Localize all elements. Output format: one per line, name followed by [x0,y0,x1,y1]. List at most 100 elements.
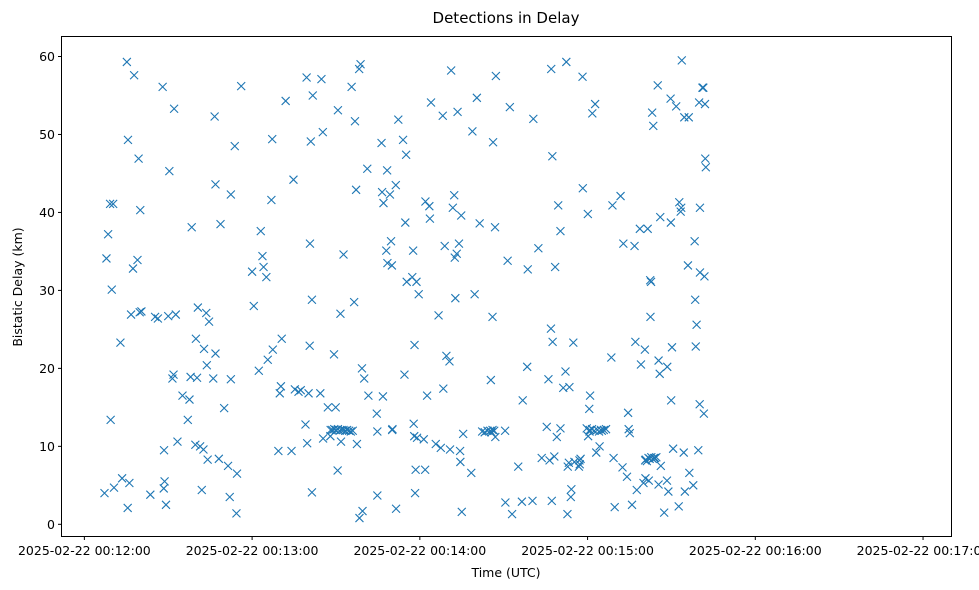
data-point [606,353,616,362]
data-point [391,504,401,514]
data-point [190,440,200,450]
data-point [662,362,672,372]
data-point [400,370,409,379]
data-point [528,114,538,124]
data-point [680,487,690,496]
data-point [351,185,361,195]
data-point [357,363,367,373]
data-point [684,112,694,122]
data-point [307,487,317,497]
data-point [208,374,218,383]
data-point [442,351,451,361]
data-point [216,219,225,229]
data-point [646,312,655,322]
data-point [296,385,306,395]
data-point [552,432,562,442]
data-point [187,222,197,232]
data-point [700,154,710,164]
data-point [677,56,687,65]
data-point [100,488,109,498]
data-point [659,508,669,517]
data-point [595,441,604,451]
data-point [544,374,553,384]
data-point [124,478,134,488]
data-point [348,426,358,436]
data-point [164,166,174,176]
data-point [556,424,565,433]
data-point [123,135,133,145]
data-point [422,391,432,401]
data-point [133,255,142,265]
data-point [232,469,242,479]
data-point [226,374,236,384]
data-point [372,409,382,418]
data-point [258,251,267,261]
data-point [450,293,460,303]
data-point [523,264,533,274]
data-point [219,403,229,413]
data-point [350,116,360,126]
data-point [701,162,711,172]
data-point [256,226,266,236]
data-point [117,473,127,483]
data-point [211,179,220,189]
data-point [500,498,510,507]
y-axis-title: Bistatic Delay (km) [10,227,25,346]
data-point [663,487,673,496]
data-point [163,311,173,321]
data-point [108,199,118,209]
data-point [679,448,689,457]
data-point [674,501,684,511]
data-point [377,138,386,148]
data-point [372,427,382,436]
data-point [339,250,348,259]
data-point [694,98,704,107]
data-point [590,99,600,109]
data-point [518,395,528,405]
data-point [674,197,684,207]
data-point [116,338,125,348]
data-point [160,477,169,486]
data-point [126,310,136,319]
data-point [381,246,391,256]
data-point [683,261,693,270]
data-point [225,492,235,502]
data-point [385,190,395,199]
data-point [470,289,480,299]
data-point [211,349,220,358]
data-point [145,490,155,500]
y-tick-label: 50 [39,127,55,142]
data-point [545,455,554,465]
data-point [267,195,276,205]
data-point [412,433,422,443]
data-point [655,212,665,222]
data-point [556,226,565,236]
data-point [517,497,527,507]
data-point [676,203,686,213]
data-point [214,454,224,464]
data-point [500,426,510,436]
data-point [302,73,312,82]
data-point [411,465,421,475]
data-point [408,246,418,256]
data-point [466,468,476,478]
y-tick-label: 10 [39,439,55,454]
data-point [158,82,168,92]
data-point [490,432,500,442]
data-point [480,427,490,437]
data-point [106,415,116,425]
data-point [378,392,388,401]
data-point [566,492,576,502]
data-point [662,476,672,486]
data-point [578,183,588,193]
data-point [436,443,446,453]
data-point [488,137,498,147]
data-point [609,453,618,463]
data-point [636,360,646,369]
data-point [199,344,209,354]
data-point [226,190,236,199]
data-point [359,374,369,383]
data-point [666,395,676,405]
data-point [393,115,403,125]
data-points [100,56,711,523]
